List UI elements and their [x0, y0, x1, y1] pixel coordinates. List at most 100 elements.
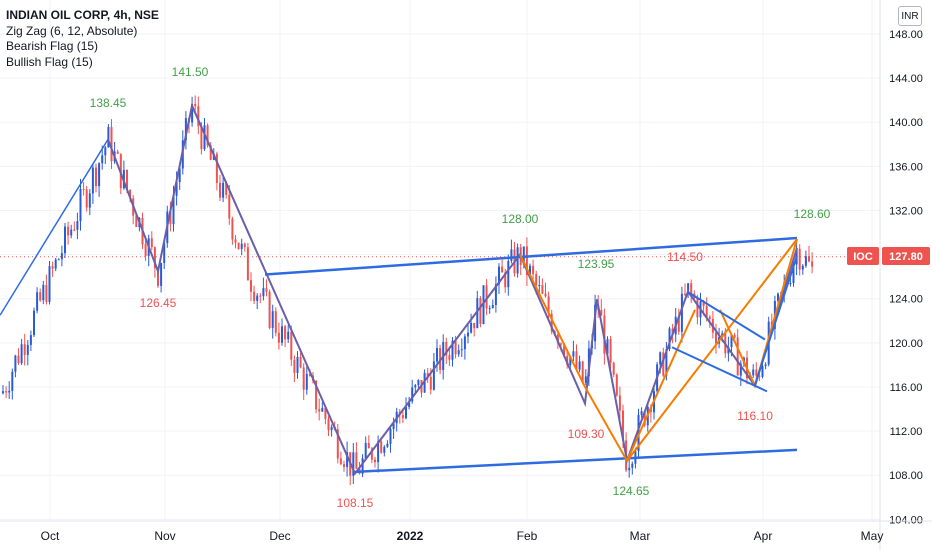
candle-body	[544, 293, 547, 297]
candle-body	[57, 259, 60, 261]
candle-body	[516, 247, 519, 274]
candle-body	[157, 267, 159, 286]
candle-body	[293, 359, 296, 373]
candle-body	[684, 293, 686, 295]
candle-body	[687, 283, 690, 295]
candle-body	[715, 332, 717, 344]
candle-body	[491, 304, 494, 309]
candle-body	[82, 189, 85, 191]
pivot-label-low: 109.30	[568, 427, 605, 441]
candle-body	[284, 326, 287, 340]
candle-body	[274, 311, 277, 333]
x-tick-label: Oct	[41, 529, 60, 543]
candle-body	[339, 458, 342, 465]
candle-body	[48, 266, 51, 302]
candle-body	[228, 194, 231, 219]
candle-body	[259, 295, 262, 297]
candle-body	[705, 306, 708, 317]
candle-body	[88, 193, 91, 208]
candle-body	[197, 106, 200, 127]
candle-body	[628, 467, 631, 471]
pivot-label-high: 138.45	[90, 96, 127, 110]
candle-body	[91, 167, 94, 194]
candle-body	[798, 248, 801, 270]
candle-body	[618, 395, 621, 411]
candle-body	[386, 443, 389, 447]
candle-body	[479, 298, 482, 325]
indicator-zigzag[interactable]: Zig Zag (6, 12, Absolute)	[6, 23, 138, 38]
zigzag-start-segment	[0, 138, 109, 316]
candle-body	[451, 340, 454, 360]
pivot-label-high: 128.60	[794, 207, 831, 221]
price-tag-value: 127.80	[889, 251, 923, 263]
currency-badge[interactable]: INR	[898, 6, 922, 26]
candle-body	[569, 356, 572, 366]
y-tick-label: 144.00	[889, 73, 923, 85]
candle-body	[432, 361, 435, 390]
candle-body	[95, 167, 97, 186]
candle-body	[677, 316, 680, 332]
y-tick-label: 104.00	[889, 514, 923, 526]
lower-channel-line	[354, 448, 798, 474]
y-tick-label: 136.00	[889, 161, 923, 173]
candle-body	[26, 344, 29, 355]
candle-body	[563, 343, 566, 356]
time-axis[interactable]: Oct Nov Dec 2022 Feb Mar Apr May	[0, 520, 932, 543]
candle-body	[463, 336, 466, 350]
last-price-tag: IOC 127.80	[847, 247, 930, 265]
candle-body	[116, 151, 119, 154]
candle-body	[777, 293, 779, 301]
price-axis[interactable]: 148.00144.00140.00136.00132.00128.00124.…	[879, 0, 923, 550]
candle-body	[631, 463, 634, 468]
grid-lines	[0, 0, 880, 521]
candle-body	[370, 448, 373, 460]
candle-body	[23, 344, 26, 355]
y-tick-label: 120.00	[889, 338, 923, 350]
candle-body	[811, 261, 814, 267]
candle-body	[14, 355, 17, 372]
candle-body	[581, 361, 584, 383]
candle-body	[160, 262, 163, 286]
candle-body	[448, 355, 451, 360]
candle-body	[808, 256, 810, 262]
candle-body	[104, 147, 107, 156]
pivot-label-high: 141.50	[172, 65, 209, 79]
candle-body	[321, 407, 324, 412]
candle-body	[315, 380, 318, 410]
zigzag-line	[107, 102, 798, 476]
candle-body	[203, 125, 206, 150]
candle-body	[445, 341, 448, 356]
candle-body	[64, 226, 66, 254]
candle-body	[380, 441, 383, 453]
flag-lower-line	[671, 346, 768, 393]
candle-body	[727, 347, 730, 354]
candle-body	[550, 313, 553, 332]
y-tick-label: 112.00	[890, 426, 923, 438]
candle-body	[172, 195, 175, 225]
candle-body	[622, 410, 624, 441]
candle-body	[243, 243, 246, 248]
candle-body	[327, 418, 330, 431]
candle-body	[801, 265, 804, 270]
indicator-bullish-flag[interactable]: Bullish Flag (15)	[6, 54, 93, 69]
candle-body	[454, 340, 457, 355]
candle-body	[343, 464, 345, 467]
indicator-bearish-flag[interactable]: Bearish Flag (15)	[6, 39, 99, 53]
pivot-label-high: 123.95	[578, 257, 615, 271]
symbol-title[interactable]: INDIAN OIL CORP, 4h, NSE	[6, 8, 159, 22]
candle-body	[804, 256, 807, 266]
candle-body	[584, 376, 587, 383]
candle-body	[215, 153, 218, 184]
candle-body	[175, 182, 178, 196]
candle-body	[615, 374, 618, 396]
candlestick-series	[2, 95, 814, 486]
candle-body	[498, 266, 500, 285]
candle-body	[234, 239, 237, 243]
candle-body	[305, 373, 308, 390]
candle-body	[191, 104, 194, 123]
y-tick-label: 124.00	[889, 294, 923, 306]
candle-body	[29, 335, 32, 345]
candle-body	[665, 349, 668, 376]
